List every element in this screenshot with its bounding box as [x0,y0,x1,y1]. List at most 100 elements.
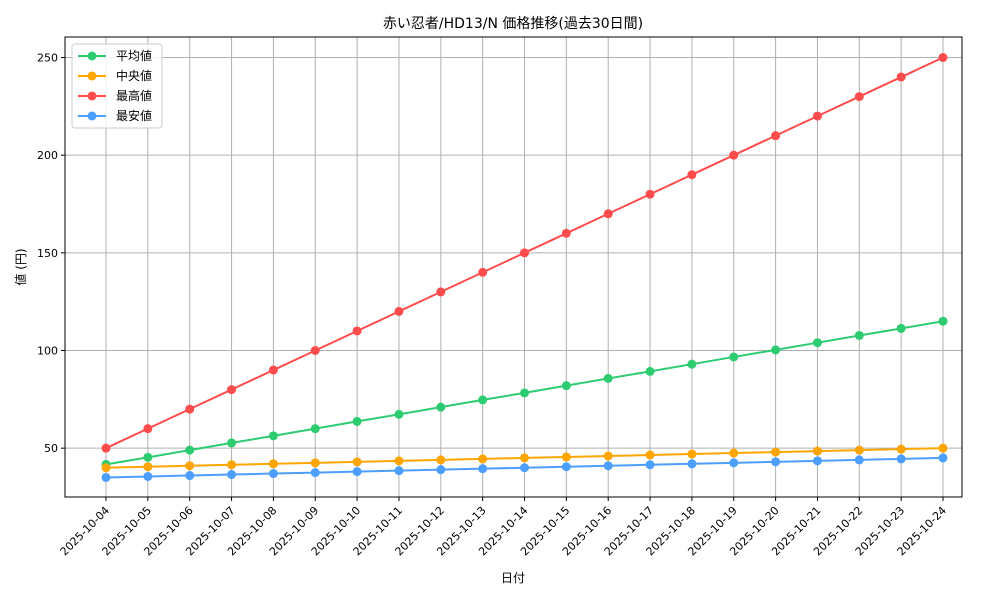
data-point [938,316,948,326]
legend-marker [87,91,97,101]
legend-marker [87,71,97,81]
data-point [603,373,613,383]
data-point [352,457,362,467]
legend-box [71,43,163,129]
data-point [268,469,278,479]
data-point [771,345,781,355]
data-point [603,209,613,219]
data-point [143,424,153,434]
data-point [310,346,320,356]
data-point [812,446,822,456]
data-point [227,460,237,470]
data-point [520,388,529,398]
data-point [812,456,822,466]
data-point [436,402,446,412]
data-point [561,452,571,462]
data-point [812,111,822,121]
legend-marker [87,51,97,61]
data-point [603,461,613,471]
data-point [896,454,906,464]
legend-label: 中央値 [116,68,152,83]
data-point [185,445,195,455]
data-point [394,466,404,476]
data-point [101,463,111,473]
data-point [561,381,571,391]
data-point [561,462,571,472]
data-point [854,92,864,102]
data-point [436,287,446,297]
data-point [227,385,237,395]
data-point [687,170,697,180]
y-tick-label: 50 [44,442,58,455]
y-tick-label: 200 [37,149,58,162]
data-point [896,444,906,454]
data-point [185,471,195,481]
data-point [771,457,781,467]
y-tick-label: 250 [37,52,58,65]
y-tick-label: 150 [37,247,58,260]
data-point [478,267,488,277]
data-point [561,228,571,238]
data-point [645,460,655,470]
data-point [687,449,697,459]
data-point [729,352,739,362]
data-point [352,416,362,426]
data-point [771,131,781,141]
series-3 [101,453,948,482]
series-1 [101,443,948,473]
data-point [101,443,111,453]
chart-title: 赤い忍者/HD13/N 価格推移(過去30日間) [383,16,643,32]
data-point [185,461,195,471]
data-point [938,453,948,463]
data-point [478,395,488,405]
data-point [352,467,362,477]
data-point [436,455,446,465]
data-point [227,438,237,448]
data-point [854,445,864,455]
data-point [310,424,320,434]
data-point [520,463,529,473]
data-point [268,365,278,375]
data-point [854,455,864,465]
data-point [938,443,948,453]
data-point [478,454,488,464]
data-point [645,450,655,460]
data-point [603,451,613,461]
legend-label: 最安値 [116,108,152,123]
data-point [394,409,404,419]
series-2 [101,53,948,453]
y-tick-label: 100 [37,345,58,358]
data-point [185,404,195,414]
data-point [645,366,655,376]
series-0 [101,316,948,469]
data-point [854,330,864,340]
data-point [729,448,739,458]
data-point [436,465,446,475]
data-point [645,189,655,199]
data-point [394,456,404,466]
data-point [268,431,278,441]
data-point [101,472,111,482]
data-point [143,471,153,481]
legend-label: 最高値 [116,88,152,103]
plot-frame [64,36,963,498]
data-point [352,326,362,336]
data-point [520,453,529,463]
data-point [687,459,697,469]
data-point [478,464,488,474]
data-point [938,53,948,63]
data-point [143,462,153,472]
data-point [394,306,404,316]
data-point [729,458,739,468]
data-point [896,323,906,333]
data-point [310,468,320,478]
legend-label: 平均値 [116,48,152,63]
data-point [771,447,781,457]
data-point [687,359,697,369]
y-axis-label: 値 (円) [13,248,28,285]
data-point [268,459,278,469]
legend-marker [87,111,97,121]
